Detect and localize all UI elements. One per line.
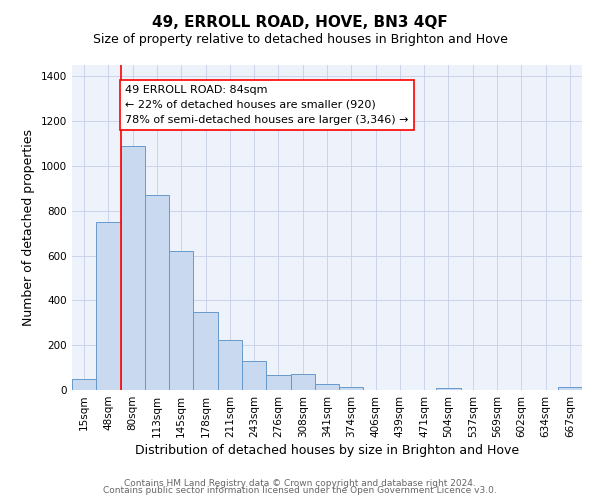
Bar xyxy=(145,195,169,390)
Text: Contains HM Land Registry data © Crown copyright and database right 2024.: Contains HM Land Registry data © Crown c… xyxy=(124,478,476,488)
Text: 49, ERROLL ROAD, HOVE, BN3 4QF: 49, ERROLL ROAD, HOVE, BN3 4QF xyxy=(152,15,448,30)
Bar xyxy=(193,312,218,390)
Bar xyxy=(121,146,145,390)
Text: Size of property relative to detached houses in Brighton and Hove: Size of property relative to detached ho… xyxy=(92,32,508,46)
Bar xyxy=(72,379,96,390)
Bar xyxy=(242,361,266,390)
Bar xyxy=(169,251,193,390)
Y-axis label: Number of detached properties: Number of detached properties xyxy=(22,129,35,326)
Bar xyxy=(315,384,339,390)
Bar xyxy=(218,340,242,390)
Text: 49 ERROLL ROAD: 84sqm
← 22% of detached houses are smaller (920)
78% of semi-det: 49 ERROLL ROAD: 84sqm ← 22% of detached … xyxy=(125,85,409,125)
Bar xyxy=(558,386,582,390)
Bar xyxy=(290,374,315,390)
Bar xyxy=(96,222,121,390)
Bar xyxy=(436,388,461,390)
Bar xyxy=(266,376,290,390)
Bar xyxy=(339,386,364,390)
Text: Contains public sector information licensed under the Open Government Licence v3: Contains public sector information licen… xyxy=(103,486,497,495)
X-axis label: Distribution of detached houses by size in Brighton and Hove: Distribution of detached houses by size … xyxy=(135,444,519,457)
